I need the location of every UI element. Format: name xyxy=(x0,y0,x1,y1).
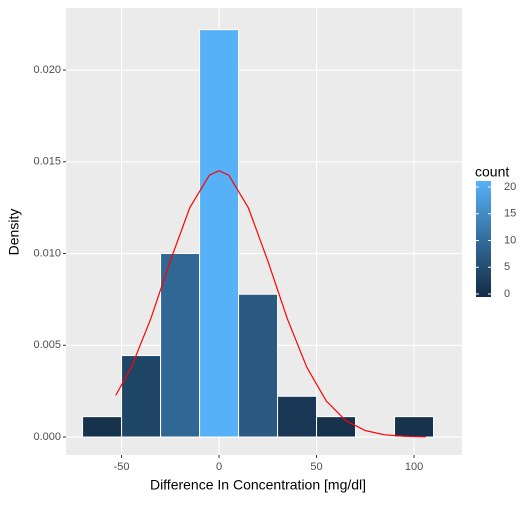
y-tick-label: 0.000 xyxy=(33,431,61,443)
x-axis-title: Difference In Concentration [mg/dl] xyxy=(150,477,366,493)
y-tick-label: 0.005 xyxy=(33,339,61,351)
bar xyxy=(160,253,201,438)
bar xyxy=(238,293,279,438)
legend-label: 20 xyxy=(504,181,516,193)
legend-label: 10 xyxy=(504,234,516,246)
x-tick-label: 50 xyxy=(310,461,322,473)
bar xyxy=(121,355,162,438)
bar xyxy=(277,395,318,438)
y-tick-label: 0.015 xyxy=(33,156,61,168)
bar xyxy=(316,416,357,438)
x-tick-label: 0 xyxy=(216,461,222,473)
y-tick-label: 0.010 xyxy=(33,247,61,259)
legend-label: 0 xyxy=(504,288,510,300)
y-tick-label: 0.020 xyxy=(33,64,61,76)
bar xyxy=(82,416,123,438)
colorbar xyxy=(476,181,491,297)
legend-title: count xyxy=(475,164,509,180)
x-tick-label: 100 xyxy=(405,461,423,473)
legend-label: 15 xyxy=(504,208,516,220)
y-axis-title: Density xyxy=(6,209,22,256)
legend-label: 5 xyxy=(504,261,510,273)
x-tick-label: -50 xyxy=(114,461,130,473)
bar xyxy=(394,416,435,438)
density-curve xyxy=(115,170,426,438)
bar xyxy=(199,29,240,438)
